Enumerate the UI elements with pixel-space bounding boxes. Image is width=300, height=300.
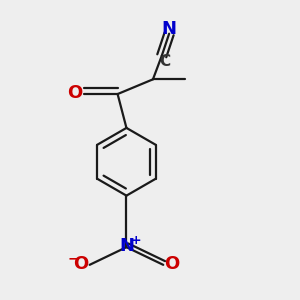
Text: O: O [73,255,88,273]
Text: −: − [68,251,79,266]
Text: O: O [67,84,83,102]
Text: N: N [162,20,177,38]
Text: O: O [164,255,180,273]
Text: N: N [119,237,134,255]
Text: +: + [130,234,141,247]
Text: C: C [159,54,170,69]
